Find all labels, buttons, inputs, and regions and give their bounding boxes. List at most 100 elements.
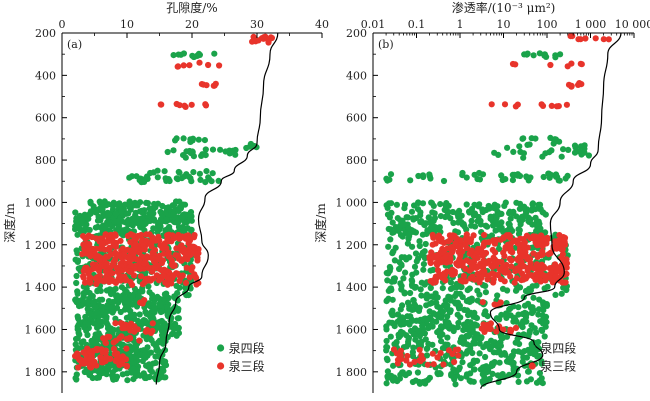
panel-b-point-q4 — [450, 284, 457, 291]
panel-b-point-q4 — [410, 344, 417, 351]
panel-a-point-q4 — [199, 151, 206, 158]
panel-a-point-q3 — [87, 253, 94, 260]
panel-b-point-q3 — [406, 361, 414, 368]
panel-b-point-q4 — [414, 369, 421, 376]
panel-a-point-q4 — [92, 339, 100, 346]
panel-b-point-q4 — [510, 148, 517, 155]
panel-a-point-q4 — [107, 290, 115, 298]
panel-a-point-q3 — [123, 335, 130, 343]
panel-a-point-q3 — [145, 265, 152, 272]
panel-b-point-q3 — [463, 231, 470, 238]
panel-b-point-q3 — [568, 82, 575, 89]
panel-a-point-q4 — [85, 215, 92, 222]
panel-b-point-q4 — [476, 176, 483, 183]
panel-b-x-tick-label: 0.01 — [361, 18, 386, 31]
panel-b-point-q4 — [493, 349, 500, 356]
panel-b-point-q4 — [536, 352, 543, 360]
panel-a-y-tick-label: 800 — [35, 154, 56, 167]
panel-a-point-q4 — [142, 351, 149, 359]
panel-b-point-q3 — [427, 278, 434, 285]
panel-b-point-q4 — [419, 172, 427, 179]
panel-a-y-tick-label: 1 800 — [25, 366, 57, 379]
panel-b-point-q3 — [460, 272, 468, 279]
panel-a-point-q4 — [126, 203, 133, 210]
panel-b-point-q3 — [432, 278, 439, 286]
panel-a-legend-marker-q4 — [217, 344, 225, 352]
panel-b-point-q4 — [434, 303, 441, 310]
panel-b-point-q3 — [441, 247, 448, 254]
panel-a-point-q4 — [145, 283, 152, 290]
panel-b-point-q4 — [426, 171, 433, 178]
panel-a-point-q4 — [180, 50, 187, 57]
panel-b-point-q3 — [478, 248, 485, 255]
panel-a-point-q4 — [130, 369, 137, 376]
panel-a-point-q3 — [80, 349, 87, 356]
panel-b-point-q4 — [482, 289, 489, 296]
panel-a-point-q3 — [102, 349, 109, 356]
panel-a-point-q4 — [172, 137, 179, 144]
panel-b-point-q3 — [517, 249, 524, 256]
panel-a-y-tick-label: 200 — [35, 27, 56, 40]
panel-b-point-q4 — [393, 201, 400, 208]
panel-b-point-q3 — [459, 248, 466, 255]
panel-b-x-axis-title: 渗透率/(10⁻³ μm²) — [452, 0, 556, 15]
panel-a-point-q4 — [164, 226, 171, 233]
panel-b-point-q4 — [420, 266, 427, 273]
panel-b-point-q4 — [402, 269, 409, 276]
panel-a-point-q4 — [83, 327, 90, 334]
panel-b-point-q3 — [487, 325, 494, 333]
panel-a-point-q4 — [154, 200, 162, 207]
panel-b-point-q4 — [412, 229, 419, 236]
panel-a-point-q3 — [149, 320, 156, 327]
panel-a-point-q3 — [186, 274, 193, 281]
panel-b-point-q4 — [541, 333, 548, 340]
panel-b-point-q4 — [401, 205, 408, 212]
panel-b-point-q4 — [473, 315, 480, 322]
panel-a-x-tick-label: 0 — [59, 18, 66, 31]
panel-b-point-q4 — [458, 212, 465, 219]
panel-b-point-q4 — [552, 291, 559, 298]
panel-a-point-q3 — [110, 259, 117, 267]
panel-a-point-q4 — [142, 308, 149, 316]
panel-b-point-q4 — [387, 171, 395, 178]
panel-b-point-q3 — [561, 236, 568, 243]
panel-b-x-tick-label: 0.1 — [408, 18, 426, 31]
panel-a-point-q4 — [138, 321, 145, 328]
panel-a-point-q4 — [109, 375, 117, 382]
panel-a-legend-label-q3: 泉三段 — [229, 359, 265, 374]
panel-b-point-q4 — [442, 213, 449, 221]
panel-a-point-q4 — [189, 148, 196, 155]
panel-b-point-q3 — [509, 60, 517, 68]
panel-a-point-q3 — [86, 241, 93, 248]
panel-a-point-q4 — [163, 177, 170, 184]
panel-b-point-q4 — [426, 374, 433, 381]
panel-a-point-q3 — [82, 279, 89, 286]
panel-a-point-q4 — [143, 336, 150, 343]
panel-a-point-q4 — [126, 174, 133, 181]
panel-b-point-q4 — [404, 214, 411, 221]
panel-b-label: (b) — [378, 38, 394, 51]
panel-b-point-q4 — [457, 283, 464, 291]
panel-b-point-q4 — [509, 177, 516, 184]
panel-b-point-q3 — [442, 254, 449, 261]
panel-b-point-q4 — [491, 205, 498, 212]
panel-b-point-q4 — [394, 378, 401, 385]
panel-a-point-q3 — [147, 277, 154, 284]
panel-a-point-q3 — [102, 268, 110, 275]
panel-b-x-tick-label: 10 000 — [615, 18, 650, 31]
panel-b-point-q4 — [463, 373, 470, 380]
panel-b-point-q4 — [465, 332, 472, 339]
panel-b-point-q4 — [408, 276, 415, 284]
panel-a-point-q3 — [157, 242, 164, 249]
panel-a-point-q3 — [136, 337, 143, 344]
panel-b-point-q4 — [415, 327, 422, 334]
panel-a-point-q4 — [95, 318, 102, 325]
panel-a-point-q3 — [126, 254, 133, 261]
panel-a-point-q3 — [143, 253, 151, 260]
panel-b-point-q4 — [411, 301, 418, 308]
panel-a-point-q4 — [87, 200, 94, 207]
panel-a-point-q4 — [197, 176, 204, 183]
panel-a-point-q4 — [85, 320, 92, 327]
panel-a-point-q4 — [92, 304, 99, 311]
panel-a-point-q3 — [202, 101, 209, 108]
